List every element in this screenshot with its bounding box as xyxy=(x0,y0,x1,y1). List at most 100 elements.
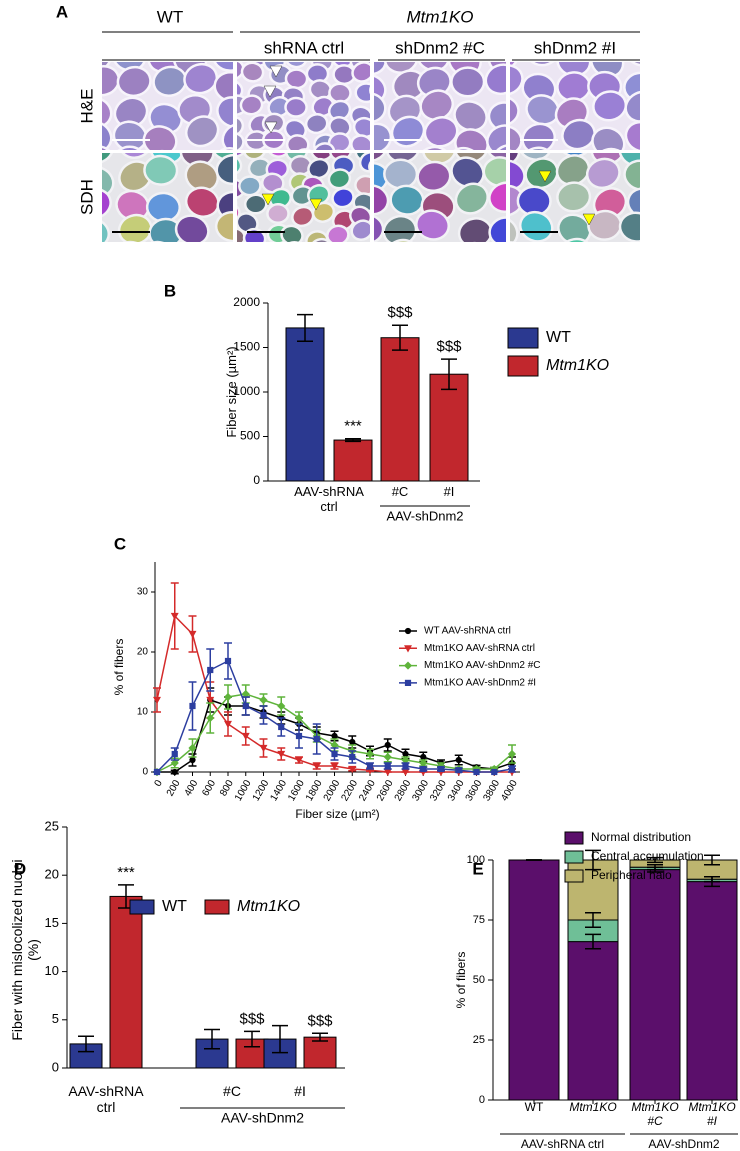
bar xyxy=(380,337,420,482)
fiber xyxy=(180,245,219,281)
marker xyxy=(188,743,197,753)
legend-label: Mtm1KO AAV-shDnm2 #I xyxy=(424,678,536,689)
significance: $$$ xyxy=(307,1012,333,1029)
fiber xyxy=(349,247,374,269)
x-tick-label: 1000 xyxy=(233,778,254,803)
fiber xyxy=(624,90,640,123)
x-tick-label: Mtm1KO #I xyxy=(688,1101,736,1128)
x-tick-label: 2800 xyxy=(393,778,414,803)
marker xyxy=(295,732,303,740)
marker xyxy=(491,768,498,776)
marker xyxy=(404,627,412,635)
fiber xyxy=(240,62,265,83)
fiber xyxy=(585,157,621,190)
bar-segment xyxy=(629,869,681,1101)
treatment-header: shDnm2 #C xyxy=(395,38,485,57)
fiber xyxy=(237,62,245,81)
fiber xyxy=(510,216,519,242)
fiber xyxy=(237,240,242,242)
y-tick-label: 0 xyxy=(142,767,148,778)
fiber xyxy=(239,94,264,116)
bar-segment xyxy=(686,881,738,1101)
fiber xyxy=(383,158,419,190)
marker xyxy=(366,762,374,770)
fiber xyxy=(210,243,248,278)
fiber xyxy=(311,201,336,223)
marker xyxy=(349,738,356,746)
marker xyxy=(277,750,286,759)
fiber xyxy=(237,153,243,176)
fiber xyxy=(327,132,352,150)
fiber xyxy=(374,122,393,150)
fiber xyxy=(216,96,233,129)
legend-label: Normal distribution xyxy=(591,830,691,844)
fiber xyxy=(184,115,220,148)
x-tick-label-box: #I xyxy=(443,485,455,499)
error-bar xyxy=(272,1024,288,1054)
fiber xyxy=(354,174,370,196)
x-tick-label-box: #I xyxy=(294,1083,306,1099)
bar xyxy=(429,373,469,482)
y-tick-label: 5 xyxy=(52,1011,59,1026)
y-tick-label: 100 xyxy=(467,854,485,866)
arrowhead xyxy=(538,170,552,183)
error-bar xyxy=(585,912,601,928)
fiber xyxy=(579,238,621,279)
fiber xyxy=(484,63,506,96)
marker xyxy=(420,765,427,773)
micrograph xyxy=(102,62,233,150)
group-label: AAV-shRNA ctrl xyxy=(521,1137,604,1151)
marker xyxy=(312,762,321,771)
error-bar xyxy=(441,358,457,391)
error-bar xyxy=(78,1035,94,1053)
fiber xyxy=(266,153,291,158)
fiber xyxy=(457,241,493,242)
panel-label: B xyxy=(164,281,176,300)
genotype-header: Mtm1KO xyxy=(406,7,473,26)
x-tick-label: #I xyxy=(443,485,455,499)
fiber xyxy=(350,219,370,241)
fiber xyxy=(110,145,146,150)
fiber xyxy=(237,79,244,101)
fiber xyxy=(214,211,233,242)
marker xyxy=(384,741,391,749)
fiber xyxy=(486,124,506,150)
error-bar xyxy=(704,876,720,883)
fiber xyxy=(558,237,594,242)
panel-label: D xyxy=(14,859,26,878)
y-tick-label: 20 xyxy=(137,647,149,658)
arrowhead xyxy=(269,65,283,78)
fiber xyxy=(243,242,268,265)
legend-label: Mtm1KO xyxy=(546,357,609,374)
legend-label: WT xyxy=(546,329,571,346)
error-bar xyxy=(244,1030,260,1048)
x-tick-label: 0 xyxy=(153,778,166,789)
marker xyxy=(402,762,409,770)
x-tick-label: 3600 xyxy=(464,778,485,803)
y-tick-label: 0 xyxy=(52,1059,59,1074)
fiber xyxy=(304,113,329,135)
fiber xyxy=(510,62,520,72)
x-tick-label-box: Mtm1KO xyxy=(569,1101,617,1114)
marker xyxy=(384,762,391,770)
fiber xyxy=(521,122,556,150)
stain-label: H&E xyxy=(77,89,96,124)
x-tick-label: 3200 xyxy=(428,778,449,803)
legend-swatch xyxy=(564,831,584,845)
fiber xyxy=(424,244,459,276)
marker xyxy=(189,756,196,764)
y-tick-label: 10 xyxy=(137,707,149,718)
fiber xyxy=(307,157,331,180)
y-tick-label: 50 xyxy=(473,974,485,986)
fiber xyxy=(266,203,290,225)
x-tick-label: Mtm1KO xyxy=(569,1101,617,1114)
significance: $$$ xyxy=(436,338,462,355)
marker xyxy=(278,723,285,731)
fiber xyxy=(423,116,459,148)
x-tick-label-box: AAV-shRNA ctrl xyxy=(68,1083,143,1115)
group-label: AAV-shDnm2 xyxy=(648,1137,719,1151)
y-axis-label-box: Fiber with mislocolized nuclei (%) xyxy=(9,859,41,1040)
fiber xyxy=(174,214,210,242)
